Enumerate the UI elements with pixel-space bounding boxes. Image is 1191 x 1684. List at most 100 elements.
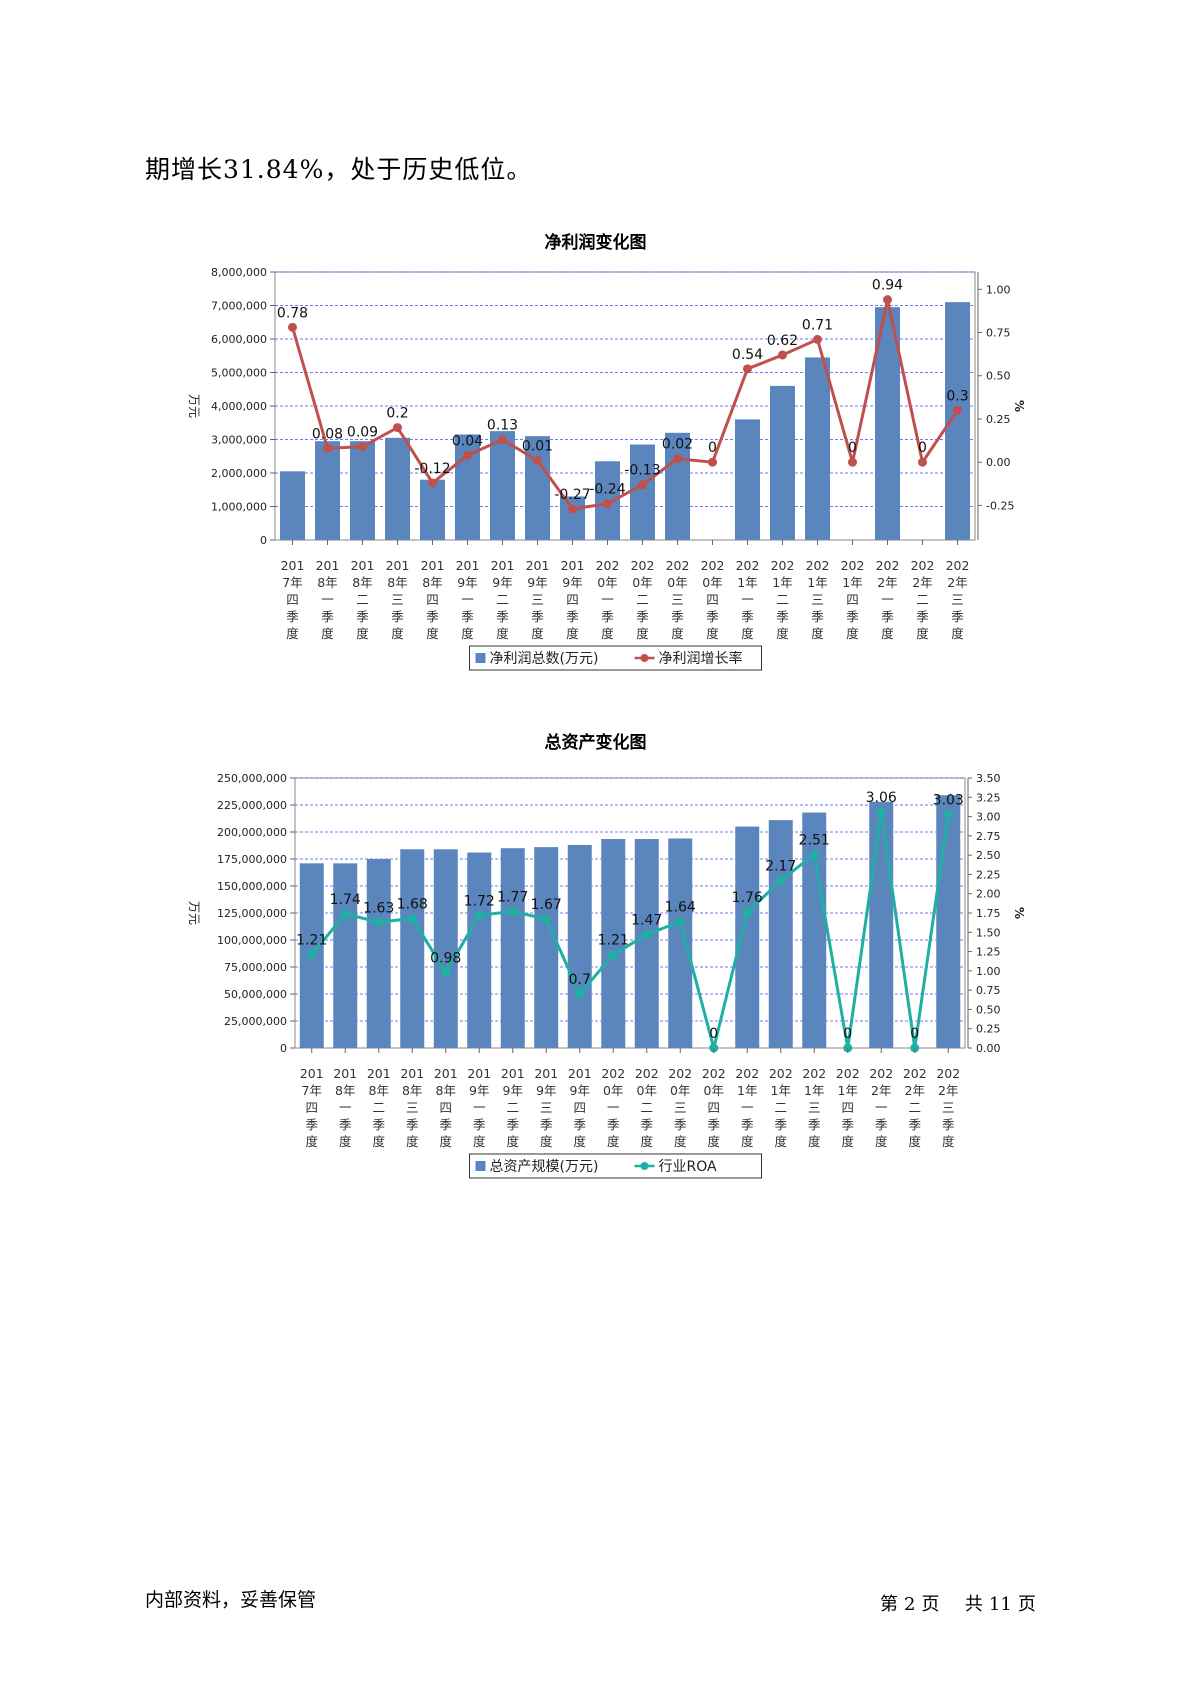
data-label: 0 <box>918 440 927 456</box>
bar <box>770 385 795 540</box>
data-label: 0.13 <box>487 418 518 434</box>
x-tick-label: 8年 <box>317 575 337 590</box>
x-tick-label: 季 <box>841 1117 854 1132</box>
x-tick-label: 201 <box>400 1066 424 1081</box>
y-tick-label: 25,000,000 <box>224 1015 287 1028</box>
data-label: 1.63 <box>363 900 394 916</box>
x-tick-label: 0年 <box>670 1083 690 1098</box>
y2-axis-title: % <box>1012 400 1026 412</box>
y-tick-label: 1,000,000 <box>211 501 267 514</box>
x-tick-label: 四 <box>841 1100 854 1115</box>
x-tick-label: 201 <box>421 558 445 573</box>
line-point <box>642 930 652 940</box>
bar <box>869 801 894 1048</box>
x-tick-label: 二 <box>640 1100 653 1115</box>
bar <box>500 848 525 1048</box>
bar <box>467 852 492 1048</box>
x-tick-label: 度 <box>640 1134 653 1149</box>
data-label: 1.21 <box>598 933 629 949</box>
data-label: 3.03 <box>933 792 964 808</box>
data-label: 1.47 <box>631 913 662 929</box>
legend-line-dot <box>640 1162 649 1170</box>
x-tick-label: 二 <box>496 592 509 607</box>
legend-bar-label: 总资产规模(万元) <box>490 1159 599 1175</box>
x-tick-label: 度 <box>506 1134 519 1149</box>
data-label: 0.94 <box>872 278 903 294</box>
x-tick-label: 季 <box>674 1117 687 1132</box>
x-tick-label: 季 <box>573 1117 586 1132</box>
x-tick-label: 9年 <box>457 575 477 590</box>
net-profit-chart: 0 1,000,000 2,000,000 3,000,000 4,000,000 5,0… <box>187 266 1026 671</box>
x-tick-label: 度 <box>707 1134 720 1149</box>
x-tick-label: 度 <box>846 626 859 641</box>
x-tick-label: 1年 <box>737 575 757 590</box>
y2-tick-label: 0.50 <box>976 1003 1001 1016</box>
x-tick-label: 季 <box>741 1117 754 1132</box>
bar <box>400 849 425 1048</box>
y-tick-label: 4,000,000 <box>211 400 267 413</box>
x-tick-label: 四 <box>573 1100 586 1115</box>
total-assets-chart: 0 25,000,000 50,000,000 75,000,000 100,000,0… <box>187 772 1026 1179</box>
x-tick-label: 202 <box>946 558 970 573</box>
line-point <box>474 910 484 920</box>
y-axis-title: 万元 <box>187 394 201 418</box>
y2-tick-label: 2.50 <box>976 849 1001 862</box>
x-tick-label: 季 <box>540 1117 553 1132</box>
x-tick-label: 三 <box>406 1100 419 1115</box>
bar <box>630 444 655 540</box>
x-tick-label: 0年 <box>702 575 722 590</box>
x-tick-label: 二 <box>776 592 789 607</box>
x-tick-label: 季 <box>640 1117 653 1132</box>
x-tick-label: 201 <box>434 1066 458 1081</box>
x-tick-label: 季 <box>942 1117 955 1132</box>
x-tick-label: 度 <box>356 626 369 641</box>
x-tick-label: 9年 <box>469 1083 489 1098</box>
bar <box>350 441 375 540</box>
data-label: 0.02 <box>662 437 693 453</box>
x-tick-label: 9年 <box>527 575 547 590</box>
line-point <box>463 450 472 460</box>
data-label: 0.7 <box>569 972 591 988</box>
chart-title-net-profit: 净利润变化图 <box>544 233 647 253</box>
x-tick-label: 度 <box>811 626 824 641</box>
legend-line-label: 行业ROA <box>659 1159 718 1175</box>
footer-confidential-note: 内部资料，妥善保管 <box>145 1589 317 1611</box>
x-tick-label: 三 <box>942 1100 955 1115</box>
x-tick-label: 1年 <box>737 1083 757 1098</box>
x-tick-label: 8年 <box>387 575 407 590</box>
x-tick-label: 度 <box>339 1134 352 1149</box>
y-tick-label: 0 <box>260 534 267 547</box>
x-tick-label: 202 <box>911 558 935 573</box>
x-tick-label: 度 <box>841 1134 854 1149</box>
x-tick-label: 季 <box>776 609 789 624</box>
x-tick-label: 季 <box>391 609 404 624</box>
x-tick-label: 2年 <box>938 1083 958 1098</box>
x-tick-label: 9年 <box>562 575 582 590</box>
x-tick-label: 2年 <box>877 575 897 590</box>
y-axis-title: 万元 <box>187 901 201 925</box>
x-tick-label: 一 <box>473 1100 486 1115</box>
x-tick-label: 季 <box>741 609 754 624</box>
bar <box>420 479 445 540</box>
x-tick-label: 202 <box>806 558 830 573</box>
x-tick-label: 1年 <box>772 575 792 590</box>
x-tick-label: 季 <box>305 1117 318 1132</box>
y2-tick-label: 1.75 <box>976 907 1001 920</box>
y2-tick-label: 0.00 <box>986 456 1011 469</box>
y2-tick-label: 0.50 <box>986 370 1011 383</box>
x-tick-label: 季 <box>774 1117 787 1132</box>
x-tick-label: 一 <box>607 1100 620 1115</box>
x-tick-label: 201 <box>467 1066 491 1081</box>
x-tick-label: 二 <box>774 1100 787 1115</box>
y-tick-label: 150,000,000 <box>217 880 287 893</box>
x-tick-label: 202 <box>869 1066 893 1081</box>
data-label: 1.72 <box>464 893 495 909</box>
legend-bar-swatch <box>475 653 486 663</box>
x-tick-label: 202 <box>841 558 865 573</box>
line-point <box>508 906 518 916</box>
x-tick-label: 201 <box>300 1066 324 1081</box>
x-tick-label: 201 <box>281 558 305 573</box>
line-point <box>742 907 752 917</box>
x-tick-label: 9年 <box>492 575 512 590</box>
